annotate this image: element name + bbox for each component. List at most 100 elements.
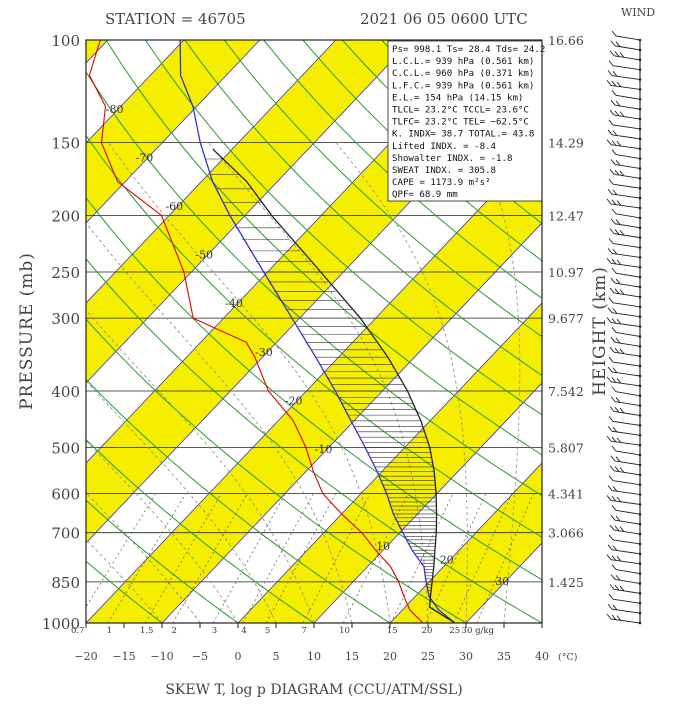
wind-barb-flag [608,248,612,253]
wind-barb-shaft [616,214,640,218]
wind-barb-flag [609,416,613,421]
wind-barb [610,110,641,120]
wind-barb [610,169,641,179]
wind-barb [608,130,641,140]
mixing-ratio-label: 25 [449,626,460,636]
x-tick-label: 20 [383,650,397,663]
wind-barb [610,51,641,61]
index-line: E.L.= 154 hPa (14.15 km) [392,93,523,103]
wind-barb-flag [607,80,611,85]
wind-barb [611,397,641,407]
wind-barb [607,555,641,565]
wind-barb [608,604,641,614]
wind-barb [612,150,641,160]
wind-barb-shaft [614,293,640,297]
index-line: SWEAT INDX. = 305.8 [392,166,496,176]
wind-barb-shaft [613,125,640,129]
wind-barb [612,446,641,456]
pressure-tick-label: 150 [51,135,80,153]
wind-barb-flag [612,505,616,510]
x-tick-label: −15 [112,650,135,663]
wind-barb-shaft [613,66,640,70]
wind-barb [611,41,641,51]
mixing-ratio-label: 1 [107,626,112,636]
height-tick-label: 9.677 [548,311,584,326]
wind-barb [611,219,641,229]
wind-barb-flag [612,31,616,36]
index-line: L.F.C.= 939 hPa (0.561 km) [392,81,534,91]
station-label: STATION = 46705 [105,10,246,28]
wind-barb-flag [610,525,614,530]
index-line: QPF= 68.9 mm [392,190,458,200]
wind-barb-flag [611,41,615,46]
isotherm-label: 20 [440,553,454,566]
wind-barb-flag [611,100,615,105]
wind-barb-shaft [616,155,640,159]
x-tick-label: −10 [150,650,173,663]
wind-barb-flag [610,347,614,352]
wind-barb-flag [609,476,613,481]
wind-barb-shaft [614,471,640,475]
wind-barb-flag [610,288,614,293]
height-tick-label: 10.97 [548,265,584,280]
pressure-tick-label: 300 [51,310,80,328]
mixing-ratio-label: 7 [302,626,307,636]
isotherm-label: -20 [285,394,303,407]
wind-barb-flag [611,515,615,520]
wind-barb-shaft [615,579,640,583]
height-tick-label: 16.66 [548,33,584,48]
wind-barb-flag [610,584,614,589]
wind-barb-flag [610,406,614,411]
wind-barb-flag [607,199,611,204]
wind-barb-flag [609,61,613,66]
wind-barb-shaft [612,372,640,376]
wind-barb-flag [612,209,616,214]
wind-barb-shaft [614,530,640,534]
wind-barb [610,406,641,416]
pressure-tick-label: 100 [51,32,80,50]
wind-barb-shaft [612,609,640,613]
wind-barb [610,229,641,239]
wind-barb [609,357,641,367]
index-line: TLCL= 23.2°C TCCL= 23.6°C [392,106,529,116]
wind-barb-flag [611,337,615,342]
wind-barb-flag [608,486,612,491]
wind-barb [608,71,641,81]
index-line: CAPE = 1173.9 m²s² [392,178,491,188]
wind-barbs-column [607,31,641,624]
wind-barb [607,495,641,505]
x-tick-label: 5 [273,650,280,663]
index-line: Lifted INDX. = -8.4 [392,142,497,152]
wind-barb [611,515,641,525]
wind-barb [612,505,641,515]
x-tick-label: 10 [307,650,321,663]
height-tick-label: 4.341 [548,487,584,502]
wind-barb-shaft [614,115,640,119]
wind-barb-flag [610,229,614,234]
pressure-tick-label: 700 [51,525,80,543]
isotherm-label: -50 [195,249,213,262]
wind-barb-flag [610,110,614,115]
height-tick-label: 3.066 [548,526,584,541]
index-line: K. INDX= 38.7 TOTAL.= 43.8 [392,130,534,140]
wind-barb-shaft [614,174,640,178]
pressure-tick-label: 250 [51,264,80,282]
wind-barb [612,90,641,100]
mixing-ratio-label: 4 [241,626,246,636]
wind-barb-shaft [616,570,640,574]
wind-barb-shaft [615,461,640,465]
wind-barb-shaft [612,550,640,554]
wind-barb-flag [612,327,616,332]
wind-barb-shaft [614,411,640,415]
wind-barb [611,337,641,347]
height-tick-label: 12.47 [548,209,584,224]
wind-barb-flag [607,614,611,619]
x-tick-label: 0 [235,650,242,663]
wind-barb [609,535,641,545]
index-line: Showalter INDX. = -1.8 [392,154,512,164]
wind-barb-shaft [614,234,640,238]
wind-barb-shaft [612,194,640,198]
wind-barb-shaft [613,540,640,544]
wind-barb-shaft [613,303,640,307]
wind-barb-flag [612,90,616,95]
